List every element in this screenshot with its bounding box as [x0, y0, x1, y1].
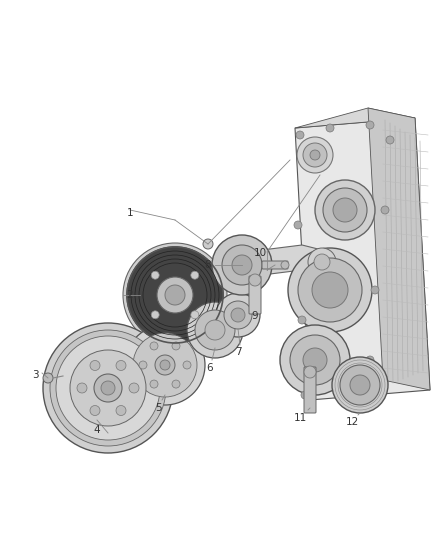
Circle shape [232, 255, 252, 275]
Circle shape [340, 365, 380, 405]
Circle shape [312, 272, 348, 308]
Circle shape [216, 293, 260, 337]
Circle shape [101, 381, 115, 395]
Polygon shape [340, 367, 365, 403]
Circle shape [116, 360, 126, 370]
Circle shape [333, 198, 357, 222]
Circle shape [50, 330, 166, 446]
Circle shape [43, 323, 173, 453]
Text: 7: 7 [235, 347, 241, 357]
Circle shape [296, 131, 304, 139]
Circle shape [187, 302, 243, 358]
Circle shape [249, 274, 261, 286]
Circle shape [366, 356, 374, 364]
Circle shape [116, 406, 126, 416]
Circle shape [231, 308, 245, 322]
Circle shape [129, 383, 139, 393]
Polygon shape [295, 108, 415, 128]
Circle shape [127, 247, 223, 343]
FancyBboxPatch shape [262, 261, 288, 269]
Text: 12: 12 [346, 417, 359, 427]
Circle shape [314, 254, 330, 270]
Circle shape [195, 310, 235, 350]
FancyBboxPatch shape [249, 276, 261, 314]
Circle shape [326, 124, 334, 132]
Polygon shape [295, 118, 430, 400]
Text: 10: 10 [254, 248, 267, 258]
Circle shape [165, 285, 185, 305]
Text: 11: 11 [293, 413, 307, 423]
Circle shape [303, 143, 327, 167]
Circle shape [56, 336, 160, 440]
Circle shape [332, 357, 388, 413]
Circle shape [346, 386, 354, 394]
Circle shape [298, 316, 306, 324]
Circle shape [70, 350, 146, 426]
Circle shape [290, 335, 340, 385]
Circle shape [160, 360, 170, 370]
Text: 3: 3 [32, 370, 38, 380]
Circle shape [123, 243, 227, 347]
Circle shape [294, 221, 302, 229]
Circle shape [381, 206, 389, 214]
Circle shape [281, 261, 289, 269]
Circle shape [308, 248, 336, 276]
Circle shape [310, 150, 320, 160]
Circle shape [151, 311, 159, 319]
Circle shape [315, 180, 375, 240]
Circle shape [150, 342, 158, 350]
Circle shape [77, 383, 87, 393]
Circle shape [90, 360, 100, 370]
Circle shape [222, 245, 262, 285]
Polygon shape [368, 108, 430, 390]
Circle shape [151, 271, 159, 279]
Circle shape [280, 325, 350, 395]
Circle shape [304, 366, 316, 378]
Circle shape [157, 277, 193, 313]
Circle shape [366, 121, 374, 129]
Circle shape [298, 258, 362, 322]
Circle shape [191, 311, 199, 319]
Circle shape [386, 136, 394, 144]
Circle shape [323, 188, 367, 232]
Text: 2: 2 [127, 290, 133, 300]
FancyBboxPatch shape [304, 367, 316, 413]
Text: 9: 9 [252, 311, 258, 321]
Circle shape [350, 375, 370, 395]
Circle shape [139, 361, 147, 369]
Circle shape [90, 406, 100, 416]
Circle shape [303, 348, 327, 372]
Circle shape [94, 374, 122, 402]
Circle shape [43, 373, 53, 383]
Polygon shape [262, 245, 322, 275]
Circle shape [301, 391, 309, 399]
Text: 8: 8 [205, 260, 211, 270]
Circle shape [224, 301, 252, 329]
Circle shape [371, 286, 379, 294]
Circle shape [288, 248, 372, 332]
Circle shape [183, 361, 191, 369]
Circle shape [133, 333, 197, 397]
Circle shape [155, 355, 175, 375]
Text: 5: 5 [155, 403, 161, 413]
Text: 1: 1 [127, 208, 133, 218]
Circle shape [203, 239, 213, 249]
Text: 6: 6 [207, 363, 213, 373]
Circle shape [212, 235, 272, 295]
Circle shape [297, 137, 333, 173]
Circle shape [150, 380, 158, 388]
Circle shape [172, 380, 180, 388]
Text: 4: 4 [94, 425, 100, 435]
Circle shape [172, 342, 180, 350]
Circle shape [125, 325, 205, 405]
Circle shape [191, 271, 199, 279]
Circle shape [205, 320, 225, 340]
